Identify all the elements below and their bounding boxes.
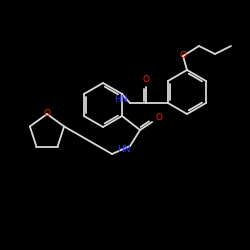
Text: O: O (156, 114, 162, 122)
Text: O: O (142, 76, 150, 84)
Text: O: O (44, 110, 51, 118)
Text: HN: HN (117, 146, 131, 154)
Text: O: O (180, 52, 186, 60)
Text: HN: HN (114, 94, 128, 104)
